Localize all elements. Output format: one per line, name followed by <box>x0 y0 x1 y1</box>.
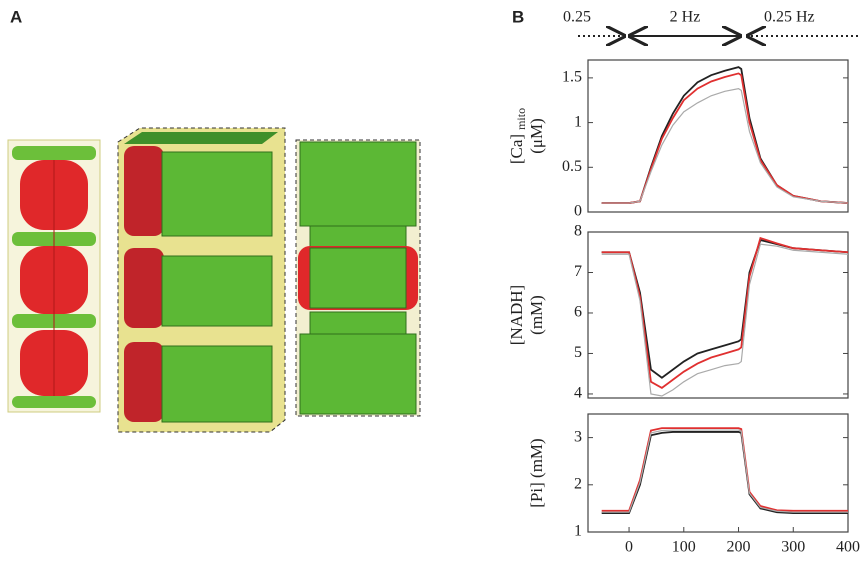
y-axis-label-text: [Pi] (mM) <box>527 438 546 507</box>
y-tick-label: 5 <box>574 344 582 361</box>
y-tick-label: 8 <box>574 223 582 240</box>
protocol-label: 2 Hz <box>670 9 701 26</box>
y-tick-label: 1.5 <box>562 69 582 86</box>
y-axis-label: [Pi] (mM) <box>527 438 546 507</box>
y-axis-label-text: [Ca] <box>507 134 526 164</box>
plot-frame <box>587 231 849 399</box>
data-line <box>601 427 848 512</box>
data-line <box>601 239 849 379</box>
y-axis-label: [Ca] mito <box>507 108 528 164</box>
data-line <box>601 429 848 513</box>
sarcomere-model-left <box>7 139 101 413</box>
y-axis-label: [NADH] <box>507 285 526 345</box>
y-axis-label-text: (mM) <box>527 295 546 335</box>
data-line <box>601 431 848 515</box>
sarcomere-model-right <box>295 139 421 417</box>
y-tick-label: 0 <box>574 203 582 220</box>
y-tick-label: 6 <box>574 304 582 321</box>
y-tick-label: 7 <box>574 263 582 280</box>
y-tick-label: 1 <box>574 113 582 130</box>
protocol-label: 0.25 Hz <box>764 9 815 26</box>
plot-frame <box>587 59 849 213</box>
y-axis-label-sub: mito <box>514 108 528 130</box>
x-tick-label: 0 <box>625 539 633 556</box>
plot-frame <box>587 413 849 533</box>
y-tick-label: 4 <box>574 385 582 402</box>
data-line <box>601 243 849 397</box>
y-tick-label: 2 <box>574 475 582 492</box>
y-axis-label: (mM) <box>527 295 546 335</box>
y-tick-label: 3 <box>574 428 582 445</box>
panel-label: A <box>10 7 22 26</box>
y-tick-label: 0.5 <box>562 158 582 175</box>
y-tick-label: 1 <box>574 523 582 540</box>
y-axis-label-text: (μM) <box>527 118 546 154</box>
x-tick-label: 100 <box>672 539 696 556</box>
sarcomere-model-middle <box>117 127 286 433</box>
panel-label: B <box>512 7 524 26</box>
x-tick-label: 200 <box>727 539 751 556</box>
data-line <box>601 87 849 204</box>
x-tick-label: 400 <box>836 539 860 556</box>
data-line <box>601 66 849 204</box>
data-line <box>601 72 849 204</box>
y-axis-label: (μM) <box>527 118 546 154</box>
y-axis-label-text: [NADH] <box>507 285 526 345</box>
data-line <box>601 236 849 389</box>
x-tick-label: 300 <box>781 539 805 556</box>
protocol-label: 0.25 <box>563 9 591 26</box>
